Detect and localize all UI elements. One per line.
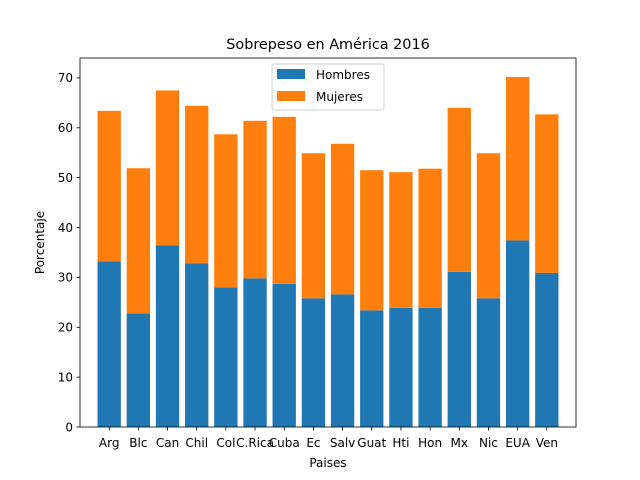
bar-mujeres-chil	[185, 105, 209, 264]
x-tick-label-ven: Ven	[536, 436, 558, 450]
bar-hombres-cuba	[272, 283, 296, 427]
y-tick-label: 60	[58, 121, 73, 135]
bar-mujeres-guat	[360, 170, 384, 311]
bar-mujeres-arg	[97, 110, 121, 262]
legend-label-mujeres: Mujeres	[316, 90, 363, 104]
x-tick-label-ec: Ec	[306, 436, 320, 450]
bar-hombres-crica	[243, 278, 267, 427]
bar-hombres-can	[155, 245, 180, 427]
bar-mujeres-nic	[476, 153, 501, 299]
x-axis-label: Paises	[309, 456, 346, 470]
bar-mujeres-salv	[330, 143, 355, 295]
y-tick-label: 50	[58, 171, 73, 185]
x-tick-label-hon: Hon	[418, 436, 442, 450]
x-tick-label-blc: Blc	[129, 436, 147, 450]
x-tick-label-col: Col	[216, 436, 235, 450]
x-tick-label-eua: EUA	[505, 436, 530, 450]
x-tick-label-guat: Guat	[357, 436, 386, 450]
bar-hombres-ec	[301, 298, 326, 427]
plot-frame	[79, 57, 577, 428]
bar-hombres-hti	[389, 307, 413, 427]
y-tick-label: 30	[58, 271, 73, 285]
bar-hombres-hon	[418, 307, 442, 427]
legend-swatch-hombres	[277, 69, 305, 79]
bar-mujeres-ec	[301, 153, 326, 299]
x-tick-label-chil: Chil	[185, 436, 208, 450]
x-tick-label-salv: Salv	[330, 436, 355, 450]
bar-mujeres-crica	[243, 120, 267, 279]
legend-label-hombres: Hombres	[316, 68, 370, 82]
x-tick-label-arg: Arg	[99, 436, 120, 450]
legend-swatch-mujeres	[277, 91, 305, 101]
y-tick-label: 20	[58, 321, 73, 335]
x-tick-label-hti: Hti	[392, 436, 409, 450]
bar-hombres-col	[214, 287, 238, 427]
x-tick-label-crica: C.Rica	[236, 436, 274, 450]
y-axis-label: Porcentaje	[33, 211, 47, 274]
x-tick-label-cuba: Cuba	[269, 436, 300, 450]
x-tick-label-mx: Mx	[451, 436, 468, 450]
bar-hombres-nic	[476, 298, 501, 427]
bar-hombres-eua	[505, 240, 530, 427]
bar-mujeres-ven	[535, 114, 559, 273]
bar-hombres-guat	[360, 310, 384, 427]
bar-mujeres-mx	[447, 107, 471, 272]
y-tick-label: 0	[65, 420, 73, 434]
y-axis: 0 10 20 30 40 50 60 70	[58, 71, 80, 434]
x-tick-label-nic: Nic	[479, 436, 498, 450]
bar-hombres-salv	[330, 294, 355, 427]
bar-mujeres-can	[155, 90, 180, 246]
bar-mujeres-blc	[126, 168, 151, 314]
bar-hombres-mx	[447, 271, 471, 427]
bars-layer	[97, 76, 559, 427]
y-tick-label: 70	[58, 71, 73, 85]
bar-hombres-blc	[126, 313, 151, 427]
legend: Hombres Mujeres	[271, 63, 385, 111]
bar-mujeres-cuba	[272, 116, 296, 284]
bar-mujeres-col	[214, 134, 238, 288]
bar-mujeres-eua	[505, 76, 530, 241]
bar-hombres-ven	[535, 272, 559, 427]
chart-title: Sobrepeso en América 2016	[226, 37, 430, 53]
bar-hombres-arg	[97, 261, 121, 427]
x-tick-label-can: Can	[156, 436, 179, 450]
y-tick-label: 10	[58, 370, 73, 384]
bar-mujeres-hon	[418, 168, 442, 308]
bar-mujeres-hti	[389, 172, 413, 308]
y-tick-label: 40	[58, 221, 73, 235]
bar-hombres-chil	[185, 263, 209, 427]
